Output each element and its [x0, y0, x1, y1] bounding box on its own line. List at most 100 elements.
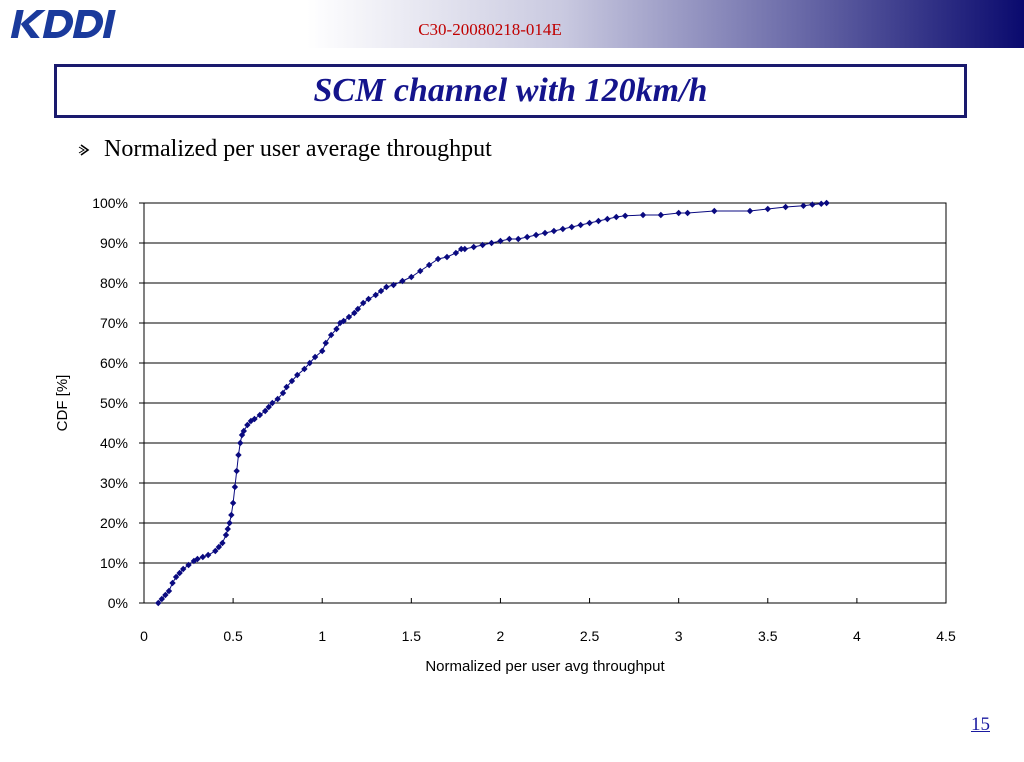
data-point	[586, 219, 593, 227]
y-tick-label: 70%	[100, 315, 128, 331]
header-bar	[0, 0, 1024, 48]
data-point	[497, 237, 504, 245]
y-tick-label: 0%	[108, 595, 128, 611]
data-point	[288, 377, 296, 385]
data-point	[194, 555, 201, 563]
data-point	[185, 561, 192, 569]
data-point	[452, 249, 460, 257]
data-point	[219, 539, 226, 547]
x-tick-label: 2.5	[580, 628, 600, 644]
y-tick-label: 40%	[100, 435, 128, 451]
data-point	[319, 347, 326, 355]
x-tick-label: 2	[497, 628, 505, 644]
data-point	[515, 235, 522, 243]
x-axis: 0 0.5 1 1.5 2 2.5 3 3.5 4 4.5	[140, 598, 956, 644]
data-point	[488, 239, 495, 247]
data-point	[224, 525, 231, 533]
y-tick-label: 90%	[100, 235, 128, 251]
x-tick-label: 0.5	[223, 628, 243, 644]
x-tick-label: 3.5	[758, 628, 778, 644]
data-point	[251, 415, 258, 423]
data-point	[212, 547, 219, 555]
data-point	[169, 579, 176, 587]
y-tick-label: 20%	[100, 515, 128, 531]
data-point	[559, 225, 567, 233]
data-point	[377, 287, 385, 295]
data-point	[550, 227, 558, 235]
data-point	[746, 207, 754, 215]
data-point	[434, 255, 442, 263]
kddi-logo-icon	[10, 10, 116, 38]
data-point	[244, 421, 251, 429]
data-point	[327, 331, 335, 339]
data-point	[622, 212, 629, 219]
x-tick-label: 4.5	[936, 628, 956, 644]
data-point	[229, 499, 237, 507]
title-box: SCM channel with 120km/h	[54, 64, 967, 118]
y-tick-label: 80%	[100, 275, 128, 291]
data-point	[155, 599, 162, 607]
x-tick-label: 0	[140, 628, 148, 644]
data-point	[532, 231, 540, 239]
data-point	[823, 199, 830, 207]
data-point	[265, 403, 272, 411]
data-point	[228, 511, 235, 519]
data-point	[180, 565, 187, 573]
data-point	[233, 467, 240, 475]
data-point	[458, 245, 465, 253]
data-point	[365, 295, 372, 303]
bullet-item: Normalized per user average throughput	[78, 136, 492, 163]
data-point	[639, 211, 647, 219]
bullet-text: Normalized per user average throughput	[104, 136, 492, 162]
x-tick-label: 4	[853, 628, 861, 644]
data-point	[261, 407, 269, 415]
data-point	[215, 543, 223, 551]
data-point	[443, 253, 451, 261]
data-point	[595, 217, 602, 225]
data-point	[461, 245, 468, 253]
data-point	[360, 299, 367, 307]
y-axis-label: CDF [%]	[54, 375, 71, 432]
y-tick-label: 50%	[100, 395, 128, 411]
data-point	[809, 201, 816, 208]
page-number[interactable]: 15	[971, 714, 990, 735]
slide-title: SCM channel with 120km/h	[313, 72, 708, 109]
x-tick-label: 3	[675, 628, 683, 644]
data-point	[470, 243, 477, 251]
data-point	[256, 411, 264, 419]
data-point	[279, 389, 287, 397]
data-point	[541, 229, 549, 237]
data-point	[479, 241, 486, 249]
x-axis-label: Normalized per user avg throughput	[425, 658, 665, 675]
data-point	[199, 553, 207, 561]
data-point	[354, 305, 362, 313]
document-id: C30-20080218-014E	[418, 20, 562, 39]
data-point	[390, 281, 397, 289]
data-point	[408, 273, 415, 281]
data-point	[577, 221, 584, 229]
data-point	[274, 395, 281, 403]
grid-layer	[144, 202, 946, 604]
data-point	[240, 427, 248, 435]
data-point	[322, 339, 329, 347]
data-point	[269, 399, 276, 407]
y-tick-label: 100%	[92, 195, 128, 211]
data-point	[231, 483, 239, 491]
data-point	[417, 267, 424, 275]
data-point	[764, 205, 771, 213]
data-point	[818, 200, 825, 207]
data-point	[800, 202, 807, 209]
data-point	[372, 291, 379, 299]
y-axis: 0% 10% 20% 30% 40% 50% 60% 70% 80% 90% 100%	[92, 195, 144, 611]
data-point	[675, 209, 682, 217]
data-point	[222, 531, 230, 539]
data-point	[782, 203, 789, 211]
data-point	[657, 211, 665, 219]
data-point	[158, 595, 166, 603]
data-point	[506, 235, 513, 243]
data-point	[176, 569, 183, 577]
data-point	[684, 209, 691, 217]
x-tick-label: 1.5	[402, 628, 422, 644]
data-point	[226, 519, 233, 527]
